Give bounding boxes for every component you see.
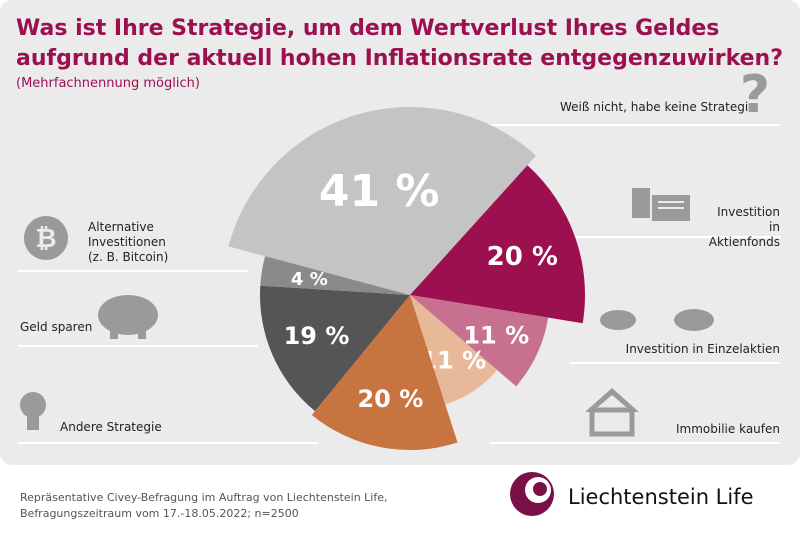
label-funds-line1: Investition [717,205,780,219]
divider [18,270,248,272]
logo-icon [510,472,554,516]
slice-label: 20 % [357,385,423,413]
divider [440,124,780,126]
label-funds-line2: in Aktienfonds [708,220,780,249]
slice-label: 20 % [487,242,558,272]
label-saving: Geld sparen [20,320,93,334]
label-unknown: Weiß nicht, habe keine Strategie [560,100,756,114]
documents-icon [632,188,690,221]
lightbulb-icon [20,392,46,430]
slice-label: 41 % [319,166,440,217]
label-crypto-line1: Alternative [88,220,154,234]
divider [490,442,780,444]
pie-slice [260,256,410,295]
chart-title: Was ist Ihre Strategie, um dem Wertverlu… [16,16,783,71]
pie-slice [260,285,410,412]
divider [18,345,258,347]
svg-text:₿: ₿ [35,224,56,254]
bull-bear-icon [600,309,714,331]
label-crypto-line3: (z. B. Bitcoin) [88,250,169,264]
label-funds: Investition in Aktienfonds [700,205,780,250]
label-other: Andere Strategie [60,420,162,434]
pie-slice [311,295,458,450]
pie-slice [228,107,537,295]
pie-slice [410,295,498,405]
label-crypto: Alternative Investitionen (z. B. Bitcoin) [88,220,168,265]
divider [570,362,780,364]
divider [560,236,780,238]
piggy-bank-icon [98,295,158,339]
label-stocks: Investition in Einzelaktien [625,342,780,356]
divider [18,442,318,444]
source-note: Repräsentative Civey-Befragung im Auftra… [20,490,387,522]
source-line-2: Befragungszeitraum vom 17.-18.05.2022; n… [20,507,299,520]
slice-label: 11 % [463,322,529,350]
label-property: Immobilie kaufen [676,422,780,436]
label-crypto-line2: Investitionen [88,235,166,249]
pie-slice [410,295,549,387]
house-icon [585,388,639,437]
pie-slice [410,165,585,324]
question-mark-icon: ? [740,65,770,125]
slice-label: 19 % [284,322,350,350]
chart-subtitle: (Mehrfachnennung möglich) [16,76,200,91]
brand-name: Liechtenstein Life [568,485,754,509]
slice-label: 4 % [291,269,328,290]
bitcoin-icon: ₿ [24,216,68,260]
source-line-1: Repräsentative Civey-Befragung im Auftra… [20,491,388,504]
